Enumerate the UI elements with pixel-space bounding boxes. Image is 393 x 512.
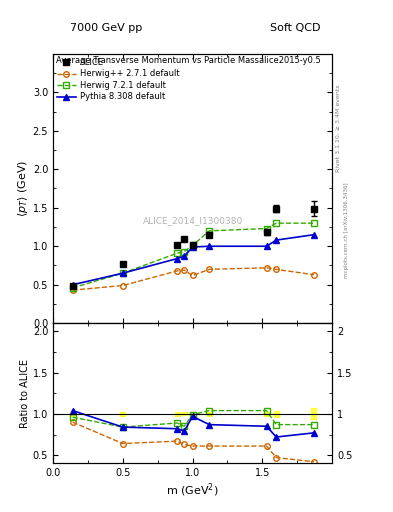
- Text: mcplots.cern.ch [arXiv:1306.3436]: mcplots.cern.ch [arXiv:1306.3436]: [344, 183, 349, 278]
- X-axis label: m (GeV$^2$): m (GeV$^2$): [166, 481, 219, 499]
- Text: Average Transverse Momentum vs Particle Massalice2015-y0.5: Average Transverse Momentum vs Particle …: [56, 56, 321, 66]
- Text: 7000 GeV pp: 7000 GeV pp: [70, 23, 142, 33]
- Text: ALICE_2014_I1300380: ALICE_2014_I1300380: [142, 217, 243, 225]
- Y-axis label: $\langle p_T \rangle$ (GeV): $\langle p_T \rangle$ (GeV): [16, 160, 30, 217]
- Legend: ALICE, Herwig++ 2.7.1 default, Herwig 7.2.1 default, Pythia 8.308 default: ALICE, Herwig++ 2.7.1 default, Herwig 7.…: [57, 58, 179, 101]
- Text: Rivet 3.1.10, ≥ 3.4M events: Rivet 3.1.10, ≥ 3.4M events: [336, 84, 341, 172]
- Y-axis label: Ratio to ALICE: Ratio to ALICE: [20, 359, 30, 428]
- Text: Soft QCD: Soft QCD: [270, 23, 320, 33]
